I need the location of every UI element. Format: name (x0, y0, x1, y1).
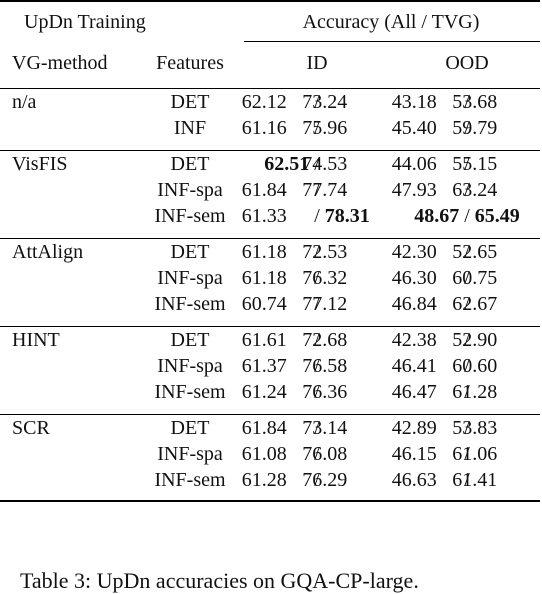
ood-all-value: 42.30 (391, 241, 437, 263)
ood-tvg-value: 62.67 (452, 293, 498, 315)
method-cell: SCR (12, 416, 50, 440)
ood-tvg-value: 52.65 (452, 241, 498, 263)
ood-tvg-value: 60.60 (452, 355, 498, 377)
ood-tvg-value: 53.83 (452, 417, 498, 439)
id-tvg-value: 73.24 (302, 91, 348, 113)
ood-all-value: 46.63 (391, 469, 437, 491)
method-cell: VisFIS (12, 152, 68, 176)
header-partial-rule (244, 41, 540, 42)
ood-all-value: 42.89 (391, 417, 437, 439)
id-all-value: 61.08 (241, 443, 287, 465)
id-all-value: 61.61 (241, 329, 287, 351)
ood-tvg-value: 60.75 (452, 267, 498, 289)
ood-tvg-value: 55.15 (452, 153, 498, 175)
method-label: SCR (12, 417, 50, 439)
id-all-value: 62.12 (241, 91, 287, 113)
id-tvg-value: 76.36 (302, 381, 348, 403)
method-label: AttAlign (12, 241, 84, 263)
method-cell: HINT (12, 328, 60, 352)
id-all-value: 62.51 (264, 153, 310, 175)
ood-all-value: 43.18 (391, 91, 437, 113)
id-all-value: 61.33 (241, 205, 287, 227)
method-cell: AttAlign (12, 240, 83, 264)
ood-all-value: 46.15 (391, 443, 437, 465)
group-separator-rule (0, 414, 540, 415)
header-vg-method: VG-method (12, 52, 108, 74)
id-all-value: 60.74 (241, 293, 287, 315)
id-all-value: 61.16 (241, 117, 287, 139)
ood-tvg-value: 61.28 (452, 381, 498, 403)
ood-tvg-value: 53.68 (452, 91, 498, 113)
ood-all-value: 45.40 (391, 117, 437, 139)
method-cell: n/a (12, 90, 36, 114)
ood-all-value: 46.84 (391, 293, 437, 315)
ood-all-value: 46.47 (391, 381, 437, 403)
id-all-value: 61.18 (241, 241, 287, 263)
ood-all-value: 42.38 (391, 329, 437, 351)
id-tvg-value: 75.96 (302, 117, 348, 139)
ood-all-value: 48.67 (414, 205, 460, 227)
ood-tvg-value: 63.24 (452, 179, 498, 201)
id-tvg-value: 77.74 (302, 179, 348, 201)
ood-tvg-value: 61.41 (452, 469, 498, 491)
id-tvg-value: 72.53 (302, 241, 348, 263)
id-tvg-value: 72.68 (302, 329, 348, 351)
ood-all-value: 47.93 (391, 179, 437, 201)
id-tvg-value: 76.58 (302, 355, 348, 377)
id-all-value: 61.28 (241, 469, 287, 491)
method-label: VisFIS (12, 153, 68, 175)
id-tvg-value: 74.53 (302, 153, 348, 175)
id-all-value: 61.18 (241, 267, 287, 289)
id-tvg-value: 76.32 (302, 267, 348, 289)
ood-all-value: 46.30 (391, 267, 437, 289)
group-separator-rule (0, 326, 540, 327)
method-label: HINT (12, 329, 60, 351)
id-tvg-value: 77.12 (302, 293, 348, 315)
table-caption: Table 3: UpDn accuracies on GQA-CP-large… (20, 568, 419, 593)
header-group-training: UpDn Training (24, 11, 146, 33)
ood-tvg-value: 59.79 (452, 117, 498, 139)
id-all-value: 61.84 (241, 179, 287, 201)
ood-all-value: 46.41 (391, 355, 437, 377)
table-top-rule (0, 0, 540, 2)
id-tvg-value: 76.08 (302, 443, 348, 465)
id-all-value: 61.37 (241, 355, 287, 377)
group-separator-rule (0, 150, 540, 151)
group-separator-rule (0, 88, 540, 89)
group-separator-rule (0, 238, 540, 239)
id-tvg-value: 73.14 (302, 417, 348, 439)
id-all-value: 61.24 (241, 381, 287, 403)
ood-tvg-value: 61.06 (452, 443, 498, 465)
id-tvg-value: 78.31 (324, 205, 370, 227)
ood-tvg-value: 52.90 (452, 329, 498, 351)
id-tvg-value: 76.29 (302, 469, 348, 491)
table-bottom-rule (0, 500, 540, 502)
ood-tvg-value: 65.49 (474, 205, 520, 227)
id-all-value: 61.84 (241, 417, 287, 439)
ood-all-value: 44.06 (391, 153, 437, 175)
method-label: n/a (12, 91, 37, 113)
